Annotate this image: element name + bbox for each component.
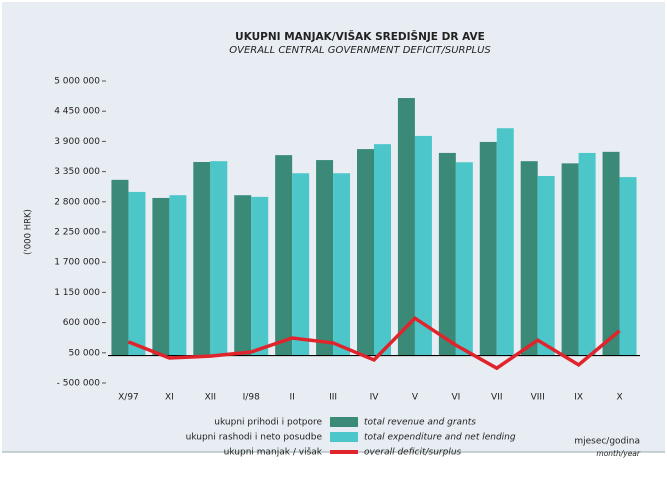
bar [210, 161, 228, 356]
bar [251, 196, 269, 356]
bar [438, 152, 456, 356]
x-tick-label: IV [370, 393, 380, 403]
y-tick-label: 2 800 000 [54, 197, 100, 207]
x-tick-label: VII [491, 393, 502, 403]
bar [414, 135, 432, 356]
deficit-line [127, 315, 621, 371]
bar [169, 195, 187, 356]
bar [602, 151, 620, 356]
x-tick-label: I/98 [243, 393, 260, 403]
x-tick-label: IX [574, 393, 583, 403]
bar [275, 155, 293, 356]
bar [292, 173, 310, 356]
bar [561, 163, 579, 356]
x-tick-label: X [616, 393, 622, 403]
bar [479, 141, 497, 356]
y-tick-label: 3 350 000 [54, 167, 100, 177]
legend-label: ukupni rashodi i neto posudbe [186, 433, 323, 443]
y-tick-label: 50 000 [69, 348, 101, 358]
x-tick-label: VI [451, 393, 460, 403]
legend-swatch [330, 417, 358, 427]
legend-label: ukupni prihodi i potpore [214, 418, 322, 428]
bar [520, 161, 538, 356]
x-axis-label: mjesec/godina [574, 437, 640, 447]
y-tick-label: 5 000 000 [54, 77, 100, 87]
bar [397, 98, 415, 356]
bar [234, 195, 252, 356]
bar [152, 197, 170, 356]
legend-swatch [330, 432, 358, 442]
y-tick-label: 4 450 000 [54, 107, 100, 117]
chart-subtitle: OVERALL CENTRAL GOVERNMENT DEFICIT/SURPL… [229, 45, 491, 56]
bar [374, 144, 391, 356]
x-tick-label: X/97 [118, 393, 139, 403]
bar [128, 191, 146, 356]
legend-label: ukupni manjak / višak [224, 447, 323, 458]
chart-title: UKUPNI MANJAK/VIŠAK SREDIŠNJE DR AVE [235, 30, 485, 43]
legend-swatch [330, 450, 358, 454]
legend-label-en: total expenditure and net lending [364, 433, 516, 443]
y-tick-label: - 500 000 [57, 379, 101, 389]
legend-label-en: total revenue and grants [364, 418, 476, 428]
y-axis-label: ('000 HRK) [24, 209, 34, 255]
bar [193, 161, 211, 356]
y-tick-label: 1 150 000 [54, 288, 100, 298]
bar [578, 152, 596, 356]
x-tick-label: II [289, 393, 294, 403]
bar [496, 128, 514, 356]
x-tick-label: V [412, 393, 419, 403]
x-tick-label: III [329, 393, 337, 403]
bar [316, 160, 334, 356]
bar [619, 177, 637, 356]
y-tick-label: 600 000 [63, 318, 100, 328]
y-tick-label: 3 900 000 [54, 137, 100, 147]
bar [537, 175, 555, 356]
y-tick-label: 1 700 000 [54, 258, 100, 268]
x-tick-label: VIII [531, 393, 545, 403]
x-tick-label: XI [165, 393, 174, 403]
bar [455, 162, 473, 356]
y-tick-label: 2 250 000 [54, 228, 100, 238]
bar [111, 179, 129, 356]
bar [333, 173, 351, 356]
x-tick-label: XII [205, 393, 216, 403]
x-axis-label-en: month/year [596, 449, 641, 458]
bar [357, 149, 374, 356]
legend-label-en: overall deficit/surplus [364, 448, 462, 458]
